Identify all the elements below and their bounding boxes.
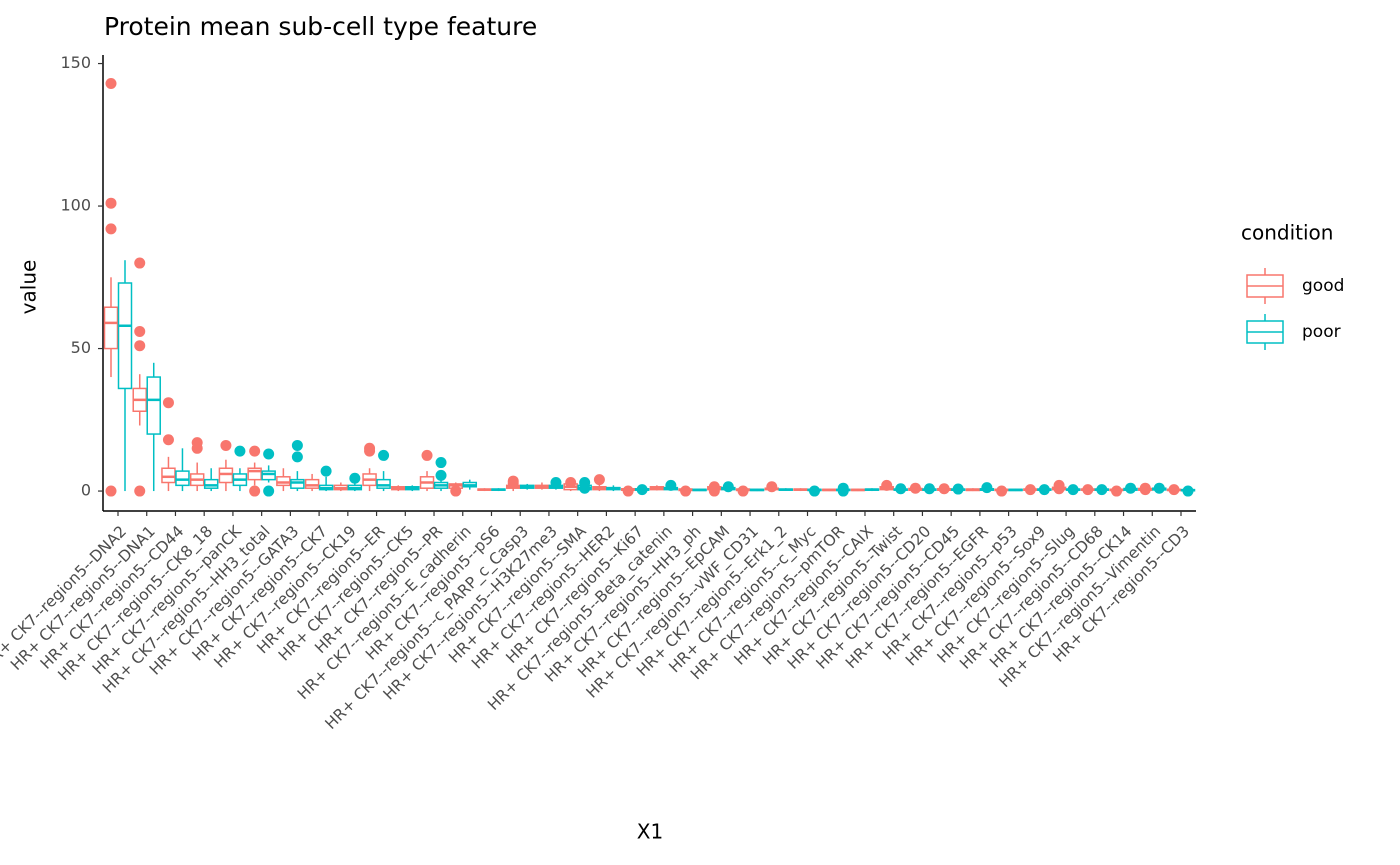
outlier: [1038, 484, 1050, 496]
outlier: [450, 485, 462, 497]
outlier: [708, 485, 720, 497]
outlier: [1082, 484, 1094, 496]
outlier: [996, 485, 1008, 497]
box: [304, 478, 320, 489]
outlier: [263, 448, 275, 460]
box: [175, 470, 190, 487]
outlier: [722, 481, 734, 493]
box: [247, 467, 262, 481]
outlier: [909, 482, 921, 494]
y-tick-label: 0: [81, 481, 91, 500]
outlier: [1139, 484, 1151, 496]
outlier: [364, 445, 376, 457]
outlier: [263, 485, 275, 497]
outlier: [952, 483, 964, 495]
x-axis-title: X1: [637, 820, 663, 844]
outlier: [665, 479, 677, 491]
outlier: [507, 477, 519, 489]
y-axis-title: value: [17, 260, 41, 315]
outlier: [349, 472, 361, 484]
outlier: [938, 483, 950, 495]
box: [261, 470, 276, 481]
outlier: [766, 481, 778, 493]
legend-label: poor: [1302, 322, 1341, 342]
outlier: [565, 477, 577, 488]
outlier: [550, 477, 562, 488]
outlier: [1111, 485, 1123, 497]
outlier: [105, 485, 117, 497]
outlier: [105, 78, 117, 89]
box: [161, 467, 176, 484]
y-tick-label: 50: [71, 338, 91, 357]
outlier: [622, 485, 634, 497]
outlier: [291, 451, 303, 463]
outlier: [837, 485, 849, 497]
outlier: [1168, 484, 1180, 496]
outlier: [234, 445, 246, 457]
outlier: [1096, 484, 1108, 496]
outlier: [220, 439, 232, 451]
outlier: [895, 483, 907, 495]
outlier: [134, 257, 146, 269]
outlier: [378, 449, 390, 461]
box: [103, 306, 119, 350]
outlier: [981, 482, 993, 494]
outlier: [636, 484, 648, 496]
outlier: [579, 482, 591, 494]
box: [218, 467, 234, 484]
outlier: [291, 439, 303, 451]
outlier: [134, 325, 146, 337]
chart-title: Protein mean sub-cell type feature: [104, 12, 537, 41]
outlier: [1153, 482, 1165, 494]
outlier: [162, 397, 174, 409]
outlier: [1182, 485, 1194, 497]
outlier: [737, 485, 749, 497]
outlier: [249, 485, 261, 497]
outlier: [1067, 484, 1079, 496]
outlier: [680, 485, 692, 497]
outlier: [881, 479, 893, 491]
box: [117, 282, 133, 390]
box: [290, 478, 305, 489]
y-tick-label: 150: [60, 53, 91, 72]
outlier: [435, 457, 447, 469]
outlier: [105, 197, 117, 209]
outlier: [320, 465, 332, 477]
outlier: [809, 485, 821, 497]
outlier: [134, 485, 146, 497]
outlier: [435, 469, 447, 481]
outlier: [1125, 482, 1137, 494]
outlier: [134, 340, 146, 352]
outlier: [1024, 484, 1036, 496]
outlier: [923, 483, 935, 495]
legend-title: condition: [1241, 221, 1333, 245]
outlier: [105, 223, 117, 235]
box: [146, 376, 161, 435]
box: [203, 478, 219, 489]
outlier: [249, 445, 261, 457]
outlier: [162, 434, 174, 446]
outlier: [1053, 483, 1065, 495]
outlier: [593, 474, 605, 486]
y-tick-label: 100: [60, 196, 91, 215]
box: [276, 476, 291, 487]
outlier: [421, 449, 433, 461]
box: [376, 478, 391, 489]
outlier: [191, 442, 203, 454]
legend-label: good: [1302, 276, 1344, 296]
